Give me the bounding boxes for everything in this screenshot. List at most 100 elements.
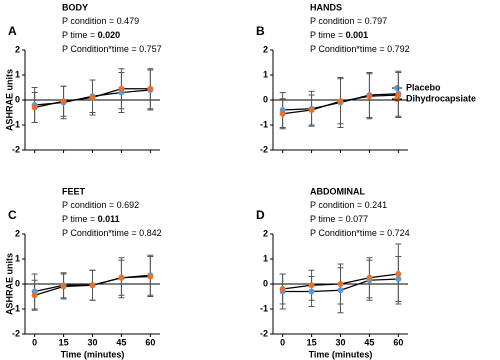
y-tick-label: 0 <box>15 94 20 104</box>
point <box>308 107 315 113</box>
panel-title: HANDS <box>310 2 342 12</box>
point <box>60 283 67 290</box>
x-tick-label: 0 <box>32 337 37 347</box>
annotation-value: 0.757 <box>139 44 162 54</box>
annotation-label: P condition = <box>310 200 365 210</box>
annotation-value: 0.479 <box>117 16 140 26</box>
annotation-value: 0.241 <box>365 200 388 210</box>
point <box>147 273 154 280</box>
x-axis-label: Time (minutes) <box>61 349 125 359</box>
x-tick-label: 60 <box>145 337 155 347</box>
point <box>31 104 38 111</box>
y-tick-label: 1 <box>263 69 268 79</box>
annotation: P Condition*time = 0.724 <box>310 228 410 238</box>
annotation-label: P Condition*time = <box>310 44 387 54</box>
annotation-label: P condition = <box>62 200 117 210</box>
y-tick-label: 2 <box>263 44 268 54</box>
annotation: P time = 0.020 <box>62 30 120 40</box>
annotation-value: 0.011 <box>98 214 120 224</box>
annotation-label: P condition = <box>310 16 365 26</box>
legend-label: Dihydrocapsiate <box>406 93 476 103</box>
point <box>366 93 373 100</box>
legend-label: Placebo <box>406 82 441 92</box>
annotation: P Condition*time = 0.842 <box>62 228 162 238</box>
panel: D ABDOMINAL P condition = 0.241 P time = 0.… <box>256 186 410 359</box>
y-tick-label: -1 <box>260 303 268 313</box>
point <box>60 98 67 105</box>
x-tick-label: 15 <box>307 337 317 347</box>
point <box>118 85 125 92</box>
annotation-value: 0.842 <box>139 228 162 238</box>
x-tick-label: 0 <box>280 337 285 347</box>
point <box>308 288 315 295</box>
annotation: P time = 0.001 <box>310 30 368 40</box>
annotation-value: 0.792 <box>387 44 410 54</box>
point <box>147 85 154 92</box>
annotation-value: 0.797 <box>365 16 388 26</box>
panel-title: FEET <box>62 186 86 196</box>
x-tick-label: 15 <box>59 337 69 347</box>
y-tick-label: 0 <box>15 278 20 288</box>
point <box>279 110 286 117</box>
point <box>89 94 96 101</box>
annotation-value: 0.001 <box>346 30 369 40</box>
x-tick-label: 45 <box>116 337 126 347</box>
point <box>118 274 125 281</box>
annotation-value: 0.692 <box>117 200 140 210</box>
y-tick-label: -2 <box>260 328 268 338</box>
panel-letter: A <box>8 24 17 38</box>
annotation: P Condition*time = 0.757 <box>62 44 162 54</box>
point <box>395 271 402 277</box>
y-axis-label: ASHRAE units <box>4 253 14 315</box>
x-axis-label: Time (minutes) <box>309 349 373 359</box>
point <box>89 282 96 289</box>
y-axis-label: ASHRAE units <box>4 69 14 131</box>
y-tick-label: 1 <box>263 253 268 263</box>
panel-title: BODY <box>62 2 88 12</box>
annotation-label: P time = <box>62 214 98 224</box>
annotation: P condition = 0.797 <box>310 16 387 26</box>
y-tick-label: -2 <box>260 144 268 154</box>
point <box>337 98 344 105</box>
annotation-label: P condition = <box>62 16 117 26</box>
annotation: P condition = 0.479 <box>62 16 139 26</box>
y-tick-label: 0 <box>263 278 268 288</box>
annotation: P time = 0.011 <box>62 214 120 224</box>
annotation-label: P time = <box>62 30 98 40</box>
legend-marker <box>394 85 400 91</box>
y-tick-label: -1 <box>260 119 268 129</box>
y-tick-label: -2 <box>12 144 20 154</box>
y-tick-label: -1 <box>12 119 20 129</box>
point <box>31 292 38 299</box>
y-tick-label: -2 <box>12 328 20 338</box>
annotation-label: P time = <box>310 214 346 224</box>
y-tick-label: 2 <box>15 228 20 238</box>
annotation-value: 0.724 <box>387 228 410 238</box>
annotation-label: P Condition*time = <box>62 228 139 238</box>
y-tick-label: 0 <box>263 94 268 104</box>
x-tick-label: 30 <box>87 337 97 347</box>
y-tick-label: 2 <box>15 44 20 54</box>
point <box>395 92 402 98</box>
y-tick-label: -1 <box>12 303 20 313</box>
annotation: P Condition*time = 0.792 <box>310 44 410 54</box>
annotation-label: P Condition*time = <box>62 44 139 54</box>
point <box>308 282 315 289</box>
x-tick-label: 30 <box>335 337 345 347</box>
annotation-label: P time = <box>310 30 346 40</box>
panel-title: ABDOMINAL <box>310 186 365 196</box>
point <box>366 274 373 281</box>
point <box>279 286 286 292</box>
point <box>337 287 344 294</box>
y-tick-label: 1 <box>15 253 20 263</box>
y-tick-label: 2 <box>263 228 268 238</box>
x-tick-label: 45 <box>364 337 374 347</box>
point <box>395 276 402 282</box>
annotation-value: 0.077 <box>346 214 369 224</box>
y-tick-label: 1 <box>15 69 20 79</box>
